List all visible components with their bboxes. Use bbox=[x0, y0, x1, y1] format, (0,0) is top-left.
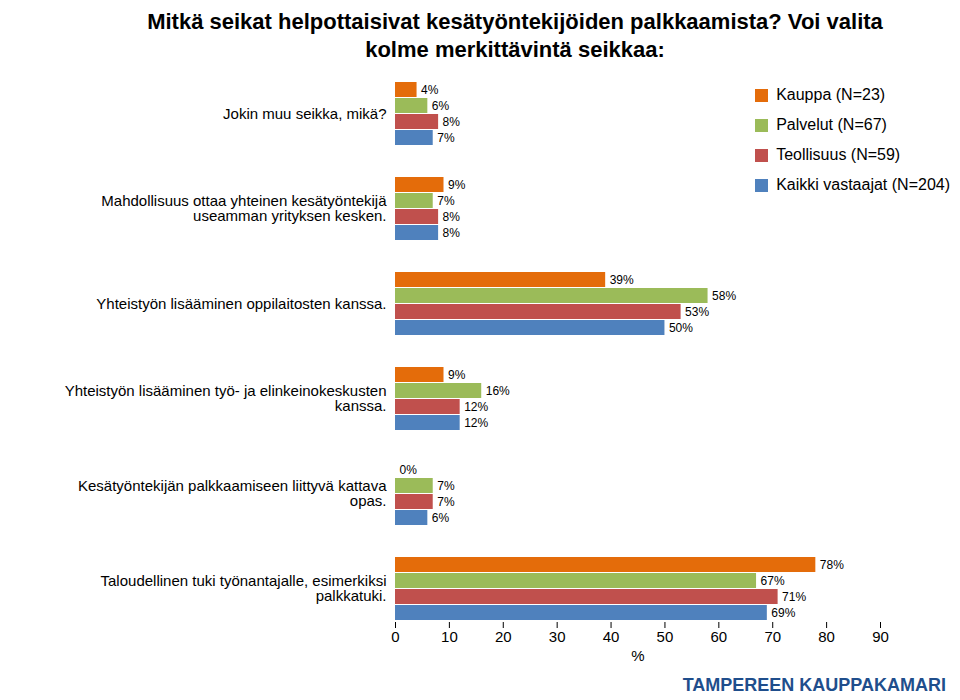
svg-text:7%: 7% bbox=[437, 479, 455, 493]
svg-text:16%: 16% bbox=[486, 384, 510, 398]
svg-text:Yhteistyön lisääminen työ- ja: Yhteistyön lisääminen työ- ja elinkeinok… bbox=[65, 382, 387, 414]
svg-text:12%: 12% bbox=[464, 416, 488, 430]
svg-text:12%: 12% bbox=[464, 400, 488, 414]
svg-text:6%: 6% bbox=[432, 99, 450, 113]
svg-text:9%: 9% bbox=[448, 178, 466, 192]
svg-text:50%: 50% bbox=[669, 321, 693, 335]
svg-text:20: 20 bbox=[495, 628, 512, 645]
html-text:Palvelut (N=67): Palvelut (N=67) bbox=[776, 116, 887, 133]
svg-text:7%: 7% bbox=[437, 131, 455, 145]
svg-text:9%: 9% bbox=[448, 368, 466, 382]
svg-text:6%: 6% bbox=[432, 511, 450, 525]
svg-text:4%: 4% bbox=[421, 83, 439, 97]
svg-text:69%: 69% bbox=[771, 606, 795, 620]
svg-text:Yhteistyön lisääminen oppilait: Yhteistyön lisääminen oppilaitosten kans… bbox=[96, 295, 386, 312]
svg-text:Mahdollisuus ottaa yhteinen ke: Mahdollisuus ottaa yhteinen kesätyönteki… bbox=[101, 192, 387, 224]
html-text:TAMPEREEN KAUPPAKAMARI: TAMPEREEN KAUPPAKAMARI bbox=[682, 675, 946, 695]
svg-text:78%: 78% bbox=[820, 558, 844, 572]
svg-text:39%: 39% bbox=[610, 273, 634, 287]
svg-text:Taloudellinen tuki työnantajal: Taloudellinen tuki työnantajalle, esimer… bbox=[101, 572, 387, 604]
svg-text:Jokin muu seikka, mikä?: Jokin muu seikka, mikä? bbox=[223, 105, 386, 122]
svg-text:53%: 53% bbox=[685, 305, 709, 319]
svg-text:40: 40 bbox=[603, 628, 620, 645]
svg-text:60: 60 bbox=[710, 628, 727, 645]
svg-text:Kesätyöntekijän palkkaamiseen: Kesätyöntekijän palkkaamiseen liittyvä k… bbox=[78, 477, 387, 509]
svg-text:8%: 8% bbox=[443, 115, 461, 129]
html-text:Mitkä seikat helpottaisivat ke: Mitkä seikat helpottaisivat kesätyönteki… bbox=[147, 9, 883, 62]
svg-text:7%: 7% bbox=[437, 495, 455, 509]
svg-text:70: 70 bbox=[764, 628, 781, 645]
svg-text:50: 50 bbox=[657, 628, 674, 645]
svg-text:8%: 8% bbox=[443, 226, 461, 240]
html-text:Teollisuus (N=59): Teollisuus (N=59) bbox=[776, 146, 901, 163]
svg-text:10: 10 bbox=[441, 628, 458, 645]
svg-text:8%: 8% bbox=[443, 210, 461, 224]
svg-text:80: 80 bbox=[818, 628, 835, 645]
html-text:Kaikki vastaajat (N=204): Kaikki vastaajat (N=204) bbox=[776, 176, 950, 193]
svg-text:71%: 71% bbox=[782, 590, 806, 604]
html-text:Kauppa (N=23): Kauppa (N=23) bbox=[776, 86, 886, 103]
svg-text:30: 30 bbox=[549, 628, 566, 645]
svg-text:0: 0 bbox=[391, 628, 399, 645]
svg-text:0%: 0% bbox=[400, 463, 418, 477]
svg-text:58%: 58% bbox=[712, 289, 736, 303]
svg-text:67%: 67% bbox=[761, 574, 785, 588]
svg-text:%: % bbox=[631, 647, 644, 664]
svg-text:7%: 7% bbox=[437, 194, 455, 208]
svg-text:90: 90 bbox=[872, 628, 889, 645]
